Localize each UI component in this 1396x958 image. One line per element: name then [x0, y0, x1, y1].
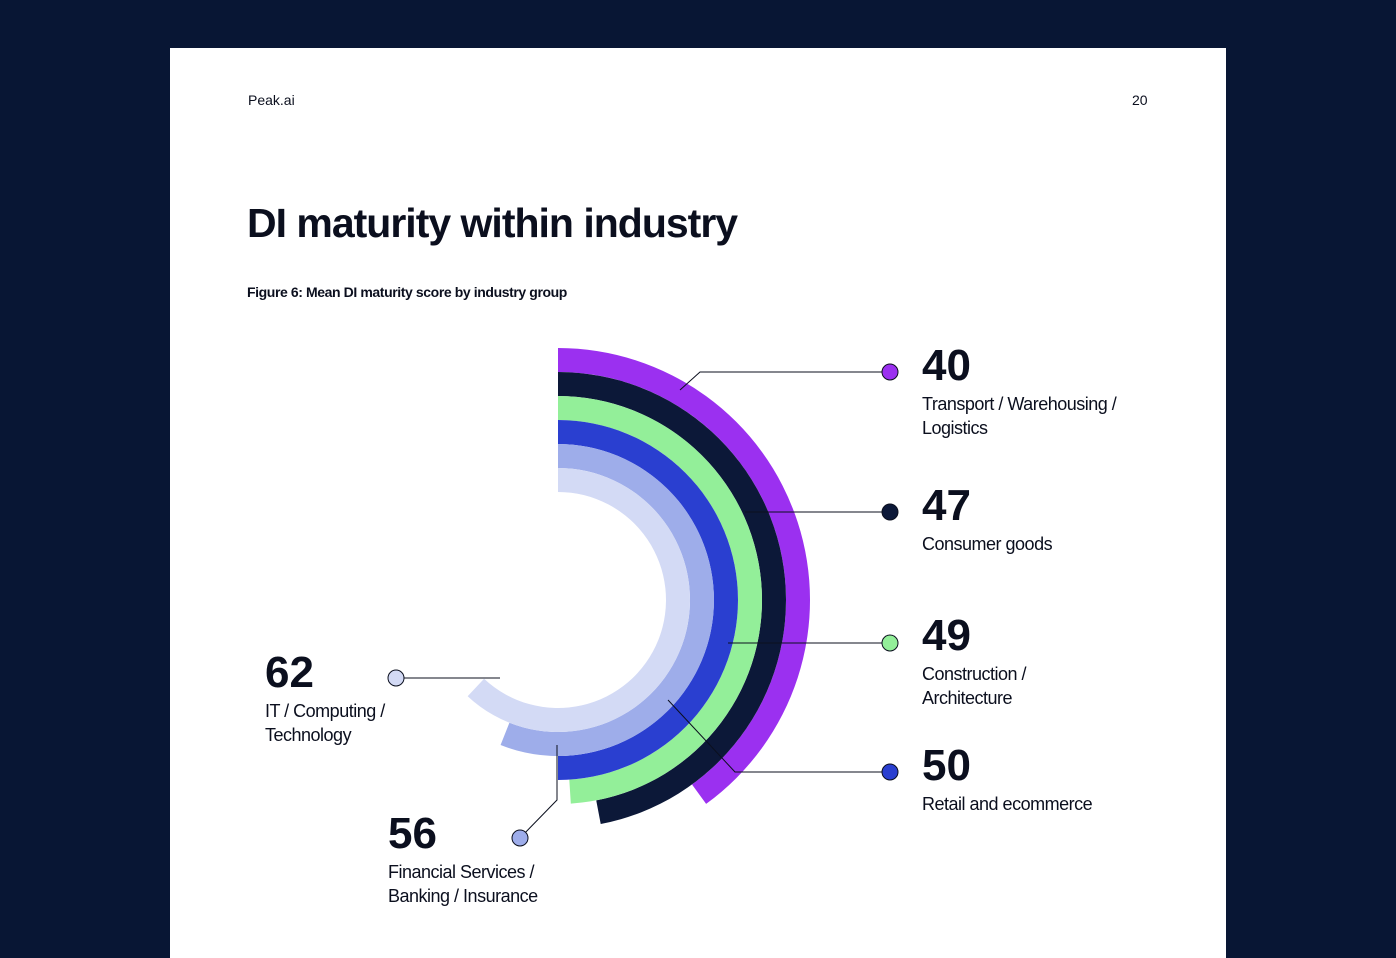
value-label: 49 [922, 611, 971, 660]
value-label: 50 [922, 741, 971, 790]
category-label: Transport / Warehousing / Logistics [922, 394, 1117, 438]
arc-bar [558, 348, 811, 804]
legend-dot [881, 503, 899, 521]
arc-bar [558, 396, 763, 804]
category-label: Financial Services / Banking / Insurance [388, 862, 538, 906]
category-label: Construction / Architecture [922, 664, 1027, 708]
legend-dot [387, 669, 405, 687]
arc-bar [558, 372, 786, 824]
connector [679, 371, 890, 391]
arc-bar [467, 468, 690, 732]
category-label: Retail and ecommerce [922, 794, 1093, 814]
value-label: 47 [922, 481, 971, 530]
legend-dot [881, 763, 899, 781]
legend-dot [881, 363, 899, 381]
brand: Peak.ai [248, 92, 295, 108]
chart-title: DI maturity within industry [247, 200, 738, 246]
page-number: 20 [1132, 92, 1148, 108]
connector [519, 745, 558, 839]
legend-dot [881, 634, 899, 652]
value-label: 56 [388, 809, 437, 858]
value-label: 40 [922, 341, 971, 390]
connector [667, 699, 890, 773]
value-label: 62 [265, 648, 314, 697]
arc-bar [558, 420, 738, 780]
chart-subtitle: Figure 6: Mean DI maturity score by indu… [247, 284, 567, 300]
category-label: Consumer goods [922, 534, 1053, 554]
category-label: IT / Computing / Technology [265, 701, 385, 745]
legend-dot [511, 829, 529, 847]
